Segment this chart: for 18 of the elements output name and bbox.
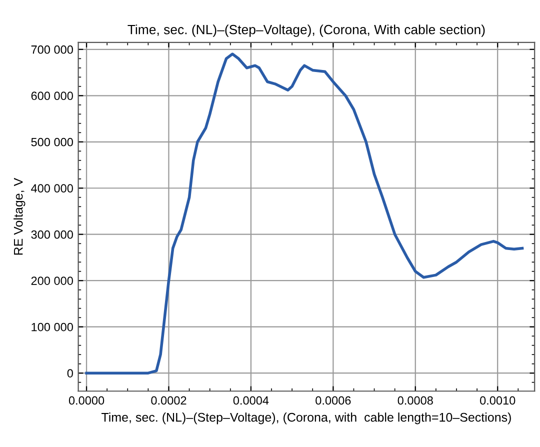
y-tick-label: 600 000 bbox=[31, 92, 73, 100]
chart-title: Time, sec. (NL)–(Step–Voltage), (Corona, With cable section) bbox=[128, 24, 485, 37]
y-tick-label: 500 000 bbox=[31, 138, 73, 146]
x-tick-label: 0.0008 bbox=[398, 396, 433, 405]
y-tick-label: 700 000 bbox=[31, 45, 73, 54]
line-series bbox=[85, 52, 524, 374]
y-tick-label: 0 bbox=[67, 369, 73, 378]
x-tick-label: 0.0002 bbox=[151, 396, 186, 405]
x-tick-label: 0.0000 bbox=[68, 396, 104, 405]
y-tick-label: 400 000 bbox=[31, 184, 73, 193]
y-axis-title: RE Voltage, V bbox=[14, 178, 26, 255]
y-tick-label: 200 000 bbox=[31, 276, 73, 285]
y-tick-label: 300 000 bbox=[31, 230, 73, 239]
x-tick-label: 0.0004 bbox=[233, 396, 269, 405]
y-tick-label: 100 000 bbox=[32, 322, 73, 332]
x-axis-title: Time, sec. (NL)–(Step–Voltage), (Corona, with cable length=10–Sections) bbox=[101, 412, 511, 424]
x-tick-label: 0.0006 bbox=[316, 396, 351, 405]
x-tick-label: 0.0010 bbox=[480, 396, 516, 405]
